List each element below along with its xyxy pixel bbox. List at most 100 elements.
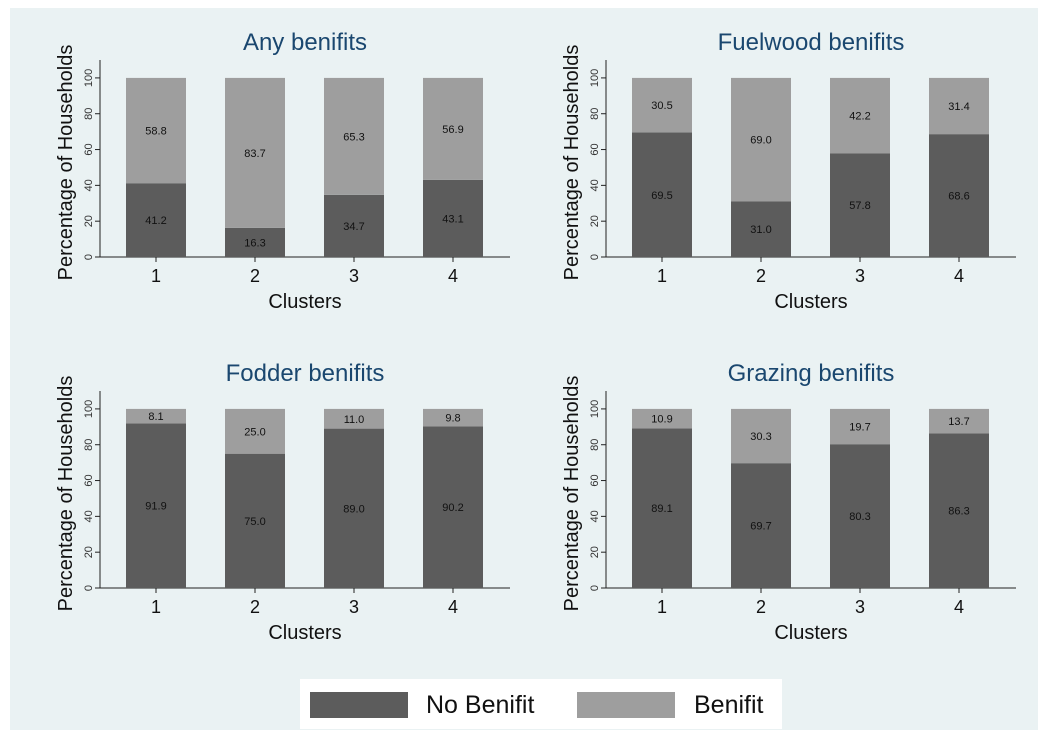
- y-tick-label: 40: [83, 510, 95, 522]
- data-label-no-benifit: 41.2: [145, 215, 166, 227]
- legend-label-no-benifit: No Benifit: [426, 691, 535, 719]
- bar-no-benifit: [830, 153, 890, 257]
- data-label-benifit: 8.1: [148, 411, 163, 423]
- data-label-benifit: 11.0: [344, 414, 365, 426]
- x-axis-label: Clusters: [774, 291, 847, 313]
- y-tick-label: 80: [589, 439, 601, 451]
- data-label-benifit: 30.5: [651, 100, 672, 112]
- x-tick-label: 4: [954, 266, 964, 286]
- data-label-benifit: 69.0: [750, 135, 771, 147]
- x-tick-label: 4: [448, 266, 458, 286]
- y-tick-label: 20: [589, 546, 601, 558]
- chart-title: Any benifits: [243, 29, 367, 56]
- bar-no-benifit: [929, 433, 989, 588]
- bar-no-benifit: [929, 134, 989, 257]
- bar-benifit: [126, 408, 186, 424]
- x-tick-label: 1: [657, 597, 667, 617]
- data-label-benifit: 9.8: [445, 413, 460, 425]
- chart-title: Fuelwood benifits: [718, 29, 905, 56]
- bar-no-benifit: [731, 463, 791, 588]
- data-label-benifit: 30.3: [750, 431, 771, 443]
- bar-benifit: [929, 77, 989, 135]
- y-tick-label: 40: [589, 510, 601, 522]
- bar-no-benifit: [731, 201, 791, 257]
- data-label-no-benifit: 91.9: [145, 501, 166, 513]
- y-tick-label: 20: [83, 215, 95, 227]
- y-tick-label: 60: [589, 474, 601, 486]
- data-label-no-benifit: 80.3: [849, 511, 870, 523]
- bar-benifit: [731, 408, 791, 464]
- chart-title: Grazing benifits: [728, 360, 895, 387]
- chart-panel: Any benifits 0 20 40 60 80 100 Percentage of Ho…: [55, 29, 510, 313]
- bar-benifit: [126, 77, 186, 184]
- data-label-no-benifit: 75.0: [244, 516, 265, 528]
- data-label-no-benifit: 16.3: [244, 237, 265, 249]
- data-label-benifit: 10.9: [651, 414, 672, 426]
- bar-benifit: [929, 408, 989, 434]
- y-axis-label: Percentage of Households: [55, 376, 77, 612]
- y-tick-label: 100: [589, 69, 601, 87]
- bar-benifit: [423, 408, 483, 427]
- data-label-benifit: 31.4: [948, 101, 969, 113]
- y-tick-label: 20: [589, 215, 601, 227]
- y-tick-label: 100: [589, 400, 601, 418]
- x-tick-label: 4: [954, 597, 964, 617]
- y-tick-label: 0: [589, 585, 601, 591]
- data-label-no-benifit: 90.2: [442, 502, 463, 514]
- bar-no-benifit: [126, 183, 186, 257]
- x-tick-label: 2: [250, 266, 260, 286]
- data-label-no-benifit: 69.5: [651, 190, 672, 202]
- data-label-no-benifit: 89.1: [651, 503, 672, 515]
- data-label-no-benifit: 57.8: [849, 200, 870, 212]
- bar-benifit: [324, 77, 384, 195]
- y-tick-label: 0: [83, 585, 95, 591]
- bar-no-benifit: [830, 444, 890, 588]
- bar-no-benifit: [225, 227, 285, 257]
- bar-no-benifit: [632, 132, 692, 257]
- data-label-benifit: 19.7: [849, 422, 870, 434]
- y-tick-label: 80: [83, 108, 95, 120]
- x-tick-label: 1: [657, 266, 667, 286]
- data-label-no-benifit: 69.7: [750, 521, 771, 533]
- data-label-benifit: 56.9: [442, 124, 463, 136]
- bar-benifit: [225, 408, 285, 454]
- bar-no-benifit: [324, 194, 384, 257]
- data-label-no-benifit: 86.3: [948, 506, 969, 518]
- y-tick-label: 60: [83, 474, 95, 486]
- legend: No Benifit Benifit: [300, 679, 782, 729]
- bar-benifit: [830, 408, 890, 445]
- x-tick-label: 3: [855, 266, 865, 286]
- y-axis-label: Percentage of Households: [561, 376, 583, 612]
- data-label-benifit: 25.0: [244, 426, 265, 438]
- x-tick-label: 2: [756, 266, 766, 286]
- bar-no-benifit: [423, 179, 483, 257]
- y-tick-label: 40: [589, 179, 601, 191]
- x-tick-label: 3: [855, 597, 865, 617]
- bar-benifit: [423, 77, 483, 180]
- bar-no-benifit: [632, 428, 692, 588]
- y-tick-label: 0: [83, 254, 95, 260]
- legend-swatch-no-benifit: [310, 692, 408, 718]
- x-tick-label: 1: [151, 597, 161, 617]
- x-tick-label: 4: [448, 597, 458, 617]
- bar-no-benifit: [126, 423, 186, 588]
- data-label-no-benifit: 68.6: [948, 191, 969, 203]
- data-label-benifit: 83.7: [244, 148, 265, 160]
- y-tick-label: 40: [83, 179, 95, 191]
- bar-benifit: [632, 408, 692, 429]
- x-tick-label: 3: [349, 266, 359, 286]
- x-tick-label: 2: [756, 597, 766, 617]
- data-label-no-benifit: 43.1: [442, 213, 463, 225]
- data-label-benifit: 42.2: [849, 111, 870, 123]
- x-tick-label: 2: [250, 597, 260, 617]
- chart-panel: Fuelwood benifits 0 20 40 60 80 100 Percentage …: [561, 29, 1016, 313]
- y-tick-label: 0: [589, 254, 601, 260]
- legend-label-benifit: Benifit: [694, 691, 764, 719]
- y-tick-label: 60: [589, 143, 601, 155]
- bar-benifit: [324, 408, 384, 429]
- y-tick-label: 100: [83, 400, 95, 418]
- data-label-no-benifit: 31.0: [750, 224, 771, 236]
- y-tick-label: 60: [83, 143, 95, 155]
- bar-no-benifit: [225, 453, 285, 588]
